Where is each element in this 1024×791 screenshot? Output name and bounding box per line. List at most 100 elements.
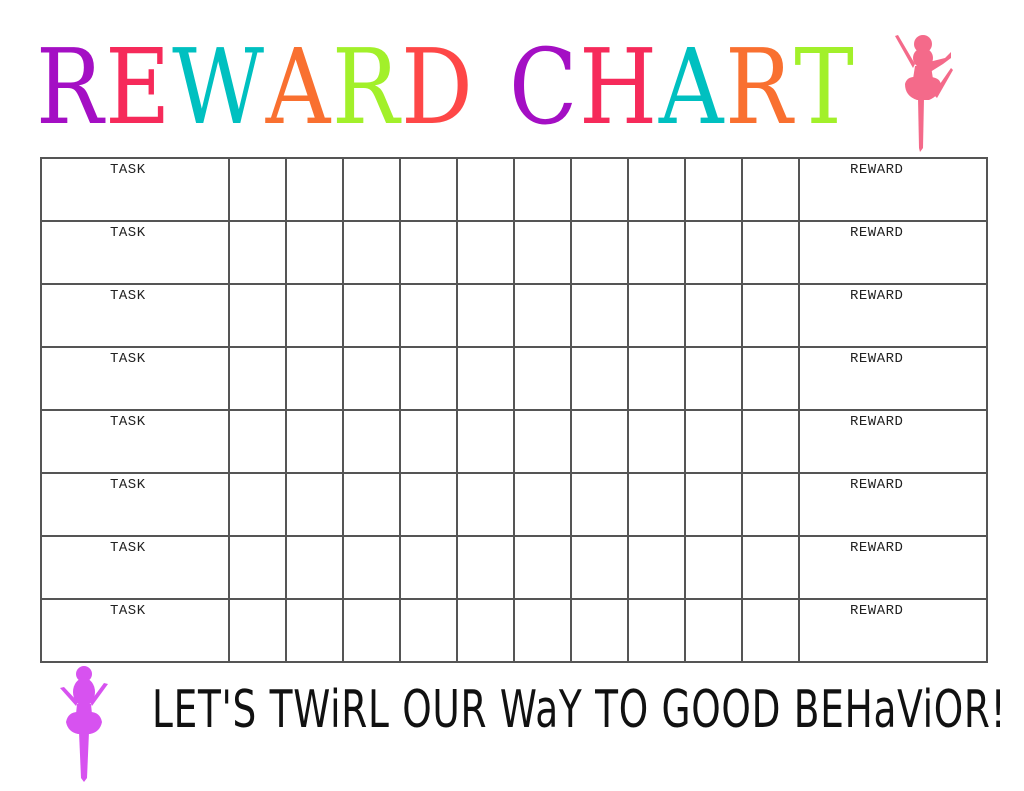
checkbox-cell[interactable] [684, 598, 743, 663]
checkbox-cell[interactable] [741, 346, 800, 411]
checkbox-cell[interactable] [513, 346, 572, 411]
checkbox-cell[interactable] [684, 409, 743, 474]
title-letter: A [265, 26, 333, 148]
reward-cell[interactable]: REWARD [798, 220, 988, 285]
checkbox-cell[interactable] [228, 472, 287, 537]
checkbox-cell[interactable] [570, 283, 629, 348]
task-cell[interactable]: TASK [40, 220, 230, 285]
checkbox-cell[interactable] [456, 409, 515, 474]
task-cell[interactable]: TASK [40, 598, 230, 663]
checkbox-cell[interactable] [741, 409, 800, 474]
checkbox-cell[interactable] [627, 535, 686, 600]
checkbox-cell[interactable] [456, 283, 515, 348]
checkbox-cell[interactable] [228, 535, 287, 600]
checkbox-cell[interactable] [741, 535, 800, 600]
checkbox-cell[interactable] [570, 598, 629, 663]
checkbox-cell[interactable] [399, 157, 458, 222]
checkbox-cell[interactable] [513, 598, 572, 663]
checkbox-cell[interactable] [456, 472, 515, 537]
checkbox-cell[interactable] [456, 598, 515, 663]
checkbox-cell[interactable] [456, 346, 515, 411]
checkbox-cell[interactable] [399, 409, 458, 474]
checkbox-cell[interactable] [399, 598, 458, 663]
checkbox-cell[interactable] [399, 535, 458, 600]
reward-cell[interactable]: REWARD [798, 598, 988, 663]
task-cell[interactable]: TASK [40, 283, 230, 348]
checkbox-cell[interactable] [342, 472, 401, 537]
checkbox-cell[interactable] [228, 220, 287, 285]
checkbox-cell[interactable] [570, 409, 629, 474]
checkbox-cell[interactable] [513, 472, 572, 537]
reward-cell[interactable]: REWARD [798, 157, 988, 222]
checkbox-cell[interactable] [285, 472, 344, 537]
task-cell[interactable]: TASK [40, 535, 230, 600]
checkbox-cell[interactable] [342, 598, 401, 663]
checkbox-cell[interactable] [513, 409, 572, 474]
checkbox-cell[interactable] [342, 346, 401, 411]
checkbox-cell[interactable] [342, 157, 401, 222]
checkbox-cell[interactable] [684, 472, 743, 537]
checkbox-cell[interactable] [342, 283, 401, 348]
checkbox-cell[interactable] [228, 157, 287, 222]
task-cell[interactable]: TASK [40, 409, 230, 474]
checkbox-cell[interactable] [570, 535, 629, 600]
checkbox-cell[interactable] [285, 283, 344, 348]
checkbox-cell[interactable] [228, 283, 287, 348]
checkbox-cell[interactable] [741, 472, 800, 537]
checkbox-cell[interactable] [570, 472, 629, 537]
checkbox-cell[interactable] [570, 220, 629, 285]
checkbox-cell[interactable] [285, 346, 344, 411]
checkbox-cell[interactable] [741, 157, 800, 222]
checkbox-cell[interactable] [741, 598, 800, 663]
checkbox-cell[interactable] [684, 346, 743, 411]
reward-cell[interactable]: REWARD [798, 409, 988, 474]
checkbox-cell[interactable] [627, 472, 686, 537]
checkbox-cell[interactable] [228, 409, 287, 474]
checkbox-cell[interactable] [285, 598, 344, 663]
checkbox-cell[interactable] [342, 409, 401, 474]
checkbox-cell[interactable] [399, 472, 458, 537]
checkbox-cell[interactable] [513, 535, 572, 600]
reward-cell[interactable]: REWARD [798, 535, 988, 600]
checkbox-cell[interactable] [741, 283, 800, 348]
table-row: TASK REWARD [40, 409, 988, 474]
checkbox-cell[interactable] [627, 598, 686, 663]
checkbox-cell[interactable] [627, 346, 686, 411]
reward-cell[interactable]: REWARD [798, 346, 988, 411]
reward-cell[interactable]: REWARD [798, 472, 988, 537]
checkbox-cell[interactable] [399, 346, 458, 411]
checkbox-cell[interactable] [399, 283, 458, 348]
checkbox-cell[interactable] [285, 157, 344, 222]
checkbox-cell[interactable] [456, 535, 515, 600]
checkbox-cell[interactable] [228, 598, 287, 663]
checkbox-cell[interactable] [513, 157, 572, 222]
checkbox-cell[interactable] [684, 283, 743, 348]
checkbox-cell[interactable] [342, 535, 401, 600]
checkbox-cell[interactable] [285, 535, 344, 600]
checkbox-cell[interactable] [684, 535, 743, 600]
checkbox-cell[interactable] [285, 409, 344, 474]
checkbox-cell[interactable] [513, 283, 572, 348]
checkbox-cell[interactable] [228, 346, 287, 411]
ballerina-icon [60, 666, 108, 782]
checkbox-cell[interactable] [570, 346, 629, 411]
reward-cell[interactable]: REWARD [798, 283, 988, 348]
checkbox-cell[interactable] [285, 220, 344, 285]
checkbox-cell[interactable] [399, 220, 458, 285]
checkbox-cell[interactable] [342, 220, 401, 285]
task-cell[interactable]: TASK [40, 157, 230, 222]
task-cell[interactable]: TASK [40, 346, 230, 411]
checkbox-cell[interactable] [627, 283, 686, 348]
checkbox-cell[interactable] [741, 220, 800, 285]
checkbox-cell[interactable] [570, 157, 629, 222]
ballerina-icon [895, 35, 953, 152]
task-cell[interactable]: TASK [40, 472, 230, 537]
checkbox-cell[interactable] [684, 220, 743, 285]
checkbox-cell[interactable] [684, 157, 743, 222]
checkbox-cell[interactable] [627, 409, 686, 474]
checkbox-cell[interactable] [513, 220, 572, 285]
checkbox-cell[interactable] [627, 220, 686, 285]
checkbox-cell[interactable] [456, 220, 515, 285]
checkbox-cell[interactable] [456, 157, 515, 222]
checkbox-cell[interactable] [627, 157, 686, 222]
